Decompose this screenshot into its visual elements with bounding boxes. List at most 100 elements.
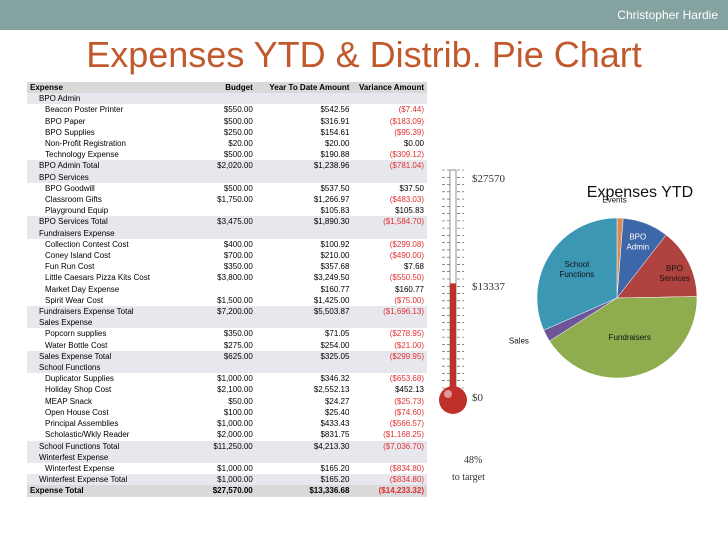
row-label: BPO Services — [27, 171, 200, 183]
table-row: Technology Expense $500.00 $190.88 ($309.12… — [27, 149, 427, 161]
budget-cell — [199, 283, 256, 295]
ytd-cell: $25.40 — [255, 406, 353, 419]
budget-cell: $11,250.00 — [199, 440, 256, 452]
row-label: School Functions — [27, 362, 200, 374]
budget-cell — [199, 451, 256, 463]
variance-cell — [352, 451, 427, 463]
row-label: Non-Profit Registration — [27, 138, 200, 150]
budget-cell: $1,000.00 — [199, 474, 256, 486]
table-row: Popcorn supplies $350.00 $71.05 ($278.95) — [27, 328, 427, 340]
table-row: Classroom Gifts $1,750.00 $1,266.97 ($483.0… — [27, 194, 427, 206]
table-row: BPO Supplies $250.00 $154.61 ($95.39) — [27, 126, 427, 139]
row-label: Market Day Expense — [27, 283, 200, 295]
pie-label-bpo-services: BPO Services — [659, 264, 690, 283]
budget-cell: $350.00 — [199, 261, 256, 273]
table-row: Collection Contest Cost $400.00 $100.92 ($2… — [27, 238, 427, 251]
variance-cell: $452.13 — [352, 384, 427, 396]
ytd-cell: $1,890.30 — [255, 216, 353, 228]
table-row: Open House Cost $100.00 $25.40 ($74.60) — [27, 406, 427, 419]
budget-cell: $550.00 — [199, 104, 256, 116]
budget-cell: $2,000.00 — [199, 429, 256, 441]
table-row: Non-Profit Registration $20.00 $20.00 $0.00 — [27, 138, 427, 150]
table-row: Spirit Wear Cost $1,500.00 $1,425.00 ($75.0… — [27, 294, 427, 307]
row-label: BPO Admin Total — [27, 160, 200, 172]
ytd-cell: $5,503.87 — [255, 306, 353, 318]
variance-cell: $7.68 — [352, 261, 427, 273]
grand-total-row: Expense Total $27,570.00 $13,336.68 ($14,23… — [27, 485, 427, 497]
ytd-cell: $4,213.30 — [255, 440, 353, 452]
ytd-cell: $154.61 — [255, 126, 353, 139]
budget-cell: $275.00 — [199, 339, 256, 351]
pie-chart-title: Expenses YTD — [587, 184, 693, 201]
ytd-cell: $3,249.50 — [255, 272, 353, 284]
group-header-row: Winterfest Expense — [27, 451, 427, 463]
budget-cell: $27,570.00 — [199, 485, 256, 497]
thermometer-top-label: $27570 — [472, 173, 506, 185]
budget-cell — [199, 205, 256, 217]
variance-cell: ($653.68) — [352, 373, 427, 385]
subtotal-row: School Functions Total $11,250.00 $4,213.3… — [27, 440, 427, 452]
ytd-cell: $254.00 — [255, 339, 353, 351]
row-label: Holiday Shop Cost — [27, 384, 200, 396]
row-label: Collection Contest Cost — [27, 238, 200, 251]
row-label: Classroom Gifts — [27, 194, 200, 206]
row-label: MEAP Snack — [27, 395, 200, 407]
row-label: Little Caesars Pizza Kits Cost — [27, 272, 200, 284]
budget-cell — [199, 362, 256, 374]
page-title: Expenses YTD & Distrib. Pie Chart — [86, 34, 642, 75]
ytd-cell: $13,336.68 — [255, 485, 353, 497]
row-label: Sales Expense — [27, 317, 200, 329]
subtotal-row: BPO Services Total $3,475.00 $1,890.30 ($1,… — [27, 216, 427, 228]
row-label: BPO Supplies — [27, 126, 200, 139]
subtotal-row: Winterfest Expense Total $1,000.00 $165.20… — [27, 474, 427, 486]
row-label: Scholastic/Wkly Reader — [27, 429, 200, 441]
row-label: Popcorn supplies — [27, 328, 200, 340]
budget-cell: $700.00 — [199, 250, 256, 262]
budget-cell: $100.00 — [199, 406, 256, 419]
row-label: Fundraisers Expense Total — [27, 306, 200, 318]
row-label: BPO Goodwill — [27, 182, 200, 195]
thermometer-bulb — [439, 386, 467, 414]
table-row: Principal Assemblies $1,000.00 $433.43 ($56… — [27, 418, 427, 430]
table-row: Duplicator Supplies $1,000.00 $346.32 ($653… — [27, 373, 427, 385]
variance-cell: ($14,233.32) — [352, 485, 427, 497]
row-label: Playground Equip — [27, 205, 200, 217]
budget-cell: $2,020.00 — [199, 160, 256, 172]
table-header-row: Expense Budget Year To Date Amount Varia… — [27, 82, 427, 94]
variance-cell — [352, 362, 427, 374]
budget-cell: $500.00 — [199, 149, 256, 161]
group-header-row: BPO Admin — [27, 93, 427, 105]
pie-label-fundraisers: Fundraisers — [609, 333, 651, 342]
row-label: Spirit Wear Cost — [27, 294, 200, 307]
row-label: BPO Services Total — [27, 216, 200, 228]
variance-cell: ($490.00) — [352, 250, 427, 262]
variance-cell: $0.00 — [352, 138, 427, 150]
ytd-cell: $346.32 — [255, 373, 353, 385]
pie-slice-bpo-services — [616, 234, 698, 299]
variance-cell: $160.77 — [352, 283, 427, 295]
row-label: Coney Island Cost — [27, 250, 200, 262]
group-header-row: Fundraisers Expense — [27, 227, 427, 239]
variance-cell: ($781.04) — [352, 160, 427, 172]
pie-label-bpo-admin: BPO Admin — [626, 232, 649, 251]
variance-cell: ($7,036.70) — [352, 440, 427, 452]
variance-cell — [352, 93, 427, 105]
expense-table: Expense Budget Year To Date Amount Varia… — [27, 82, 427, 497]
table-row: Water Bottle Cost $275.00 $254.00 ($21.00) — [27, 339, 427, 351]
pie-slice-fundraisers — [549, 296, 698, 379]
row-label: Water Bottle Cost — [27, 339, 200, 351]
budget-cell: $2,100.00 — [199, 384, 256, 396]
thermometer-bulb-shine — [444, 390, 452, 398]
ytd-cell: $325.05 — [255, 350, 353, 363]
variance-cell: $105.83 — [352, 205, 427, 217]
budget-cell: $625.00 — [199, 350, 256, 363]
table-row: MEAP Snack $50.00 $24.27 ($25.73) — [27, 395, 427, 407]
budget-cell: $400.00 — [199, 238, 256, 251]
row-label: School Functions Total — [27, 440, 200, 452]
subtotal-row: Fundraisers Expense Total $7,200.00 $5,503… — [27, 306, 427, 318]
table-row: Beacon Poster Printer $550.00 $542.56 ($7.4… — [27, 104, 427, 116]
row-label: Fundraisers Expense — [27, 227, 200, 239]
ytd-cell: $316.91 — [255, 115, 353, 127]
budget-cell: $500.00 — [199, 115, 256, 127]
table-row: Market Day Expense $160.77 $160.77 — [27, 283, 427, 295]
